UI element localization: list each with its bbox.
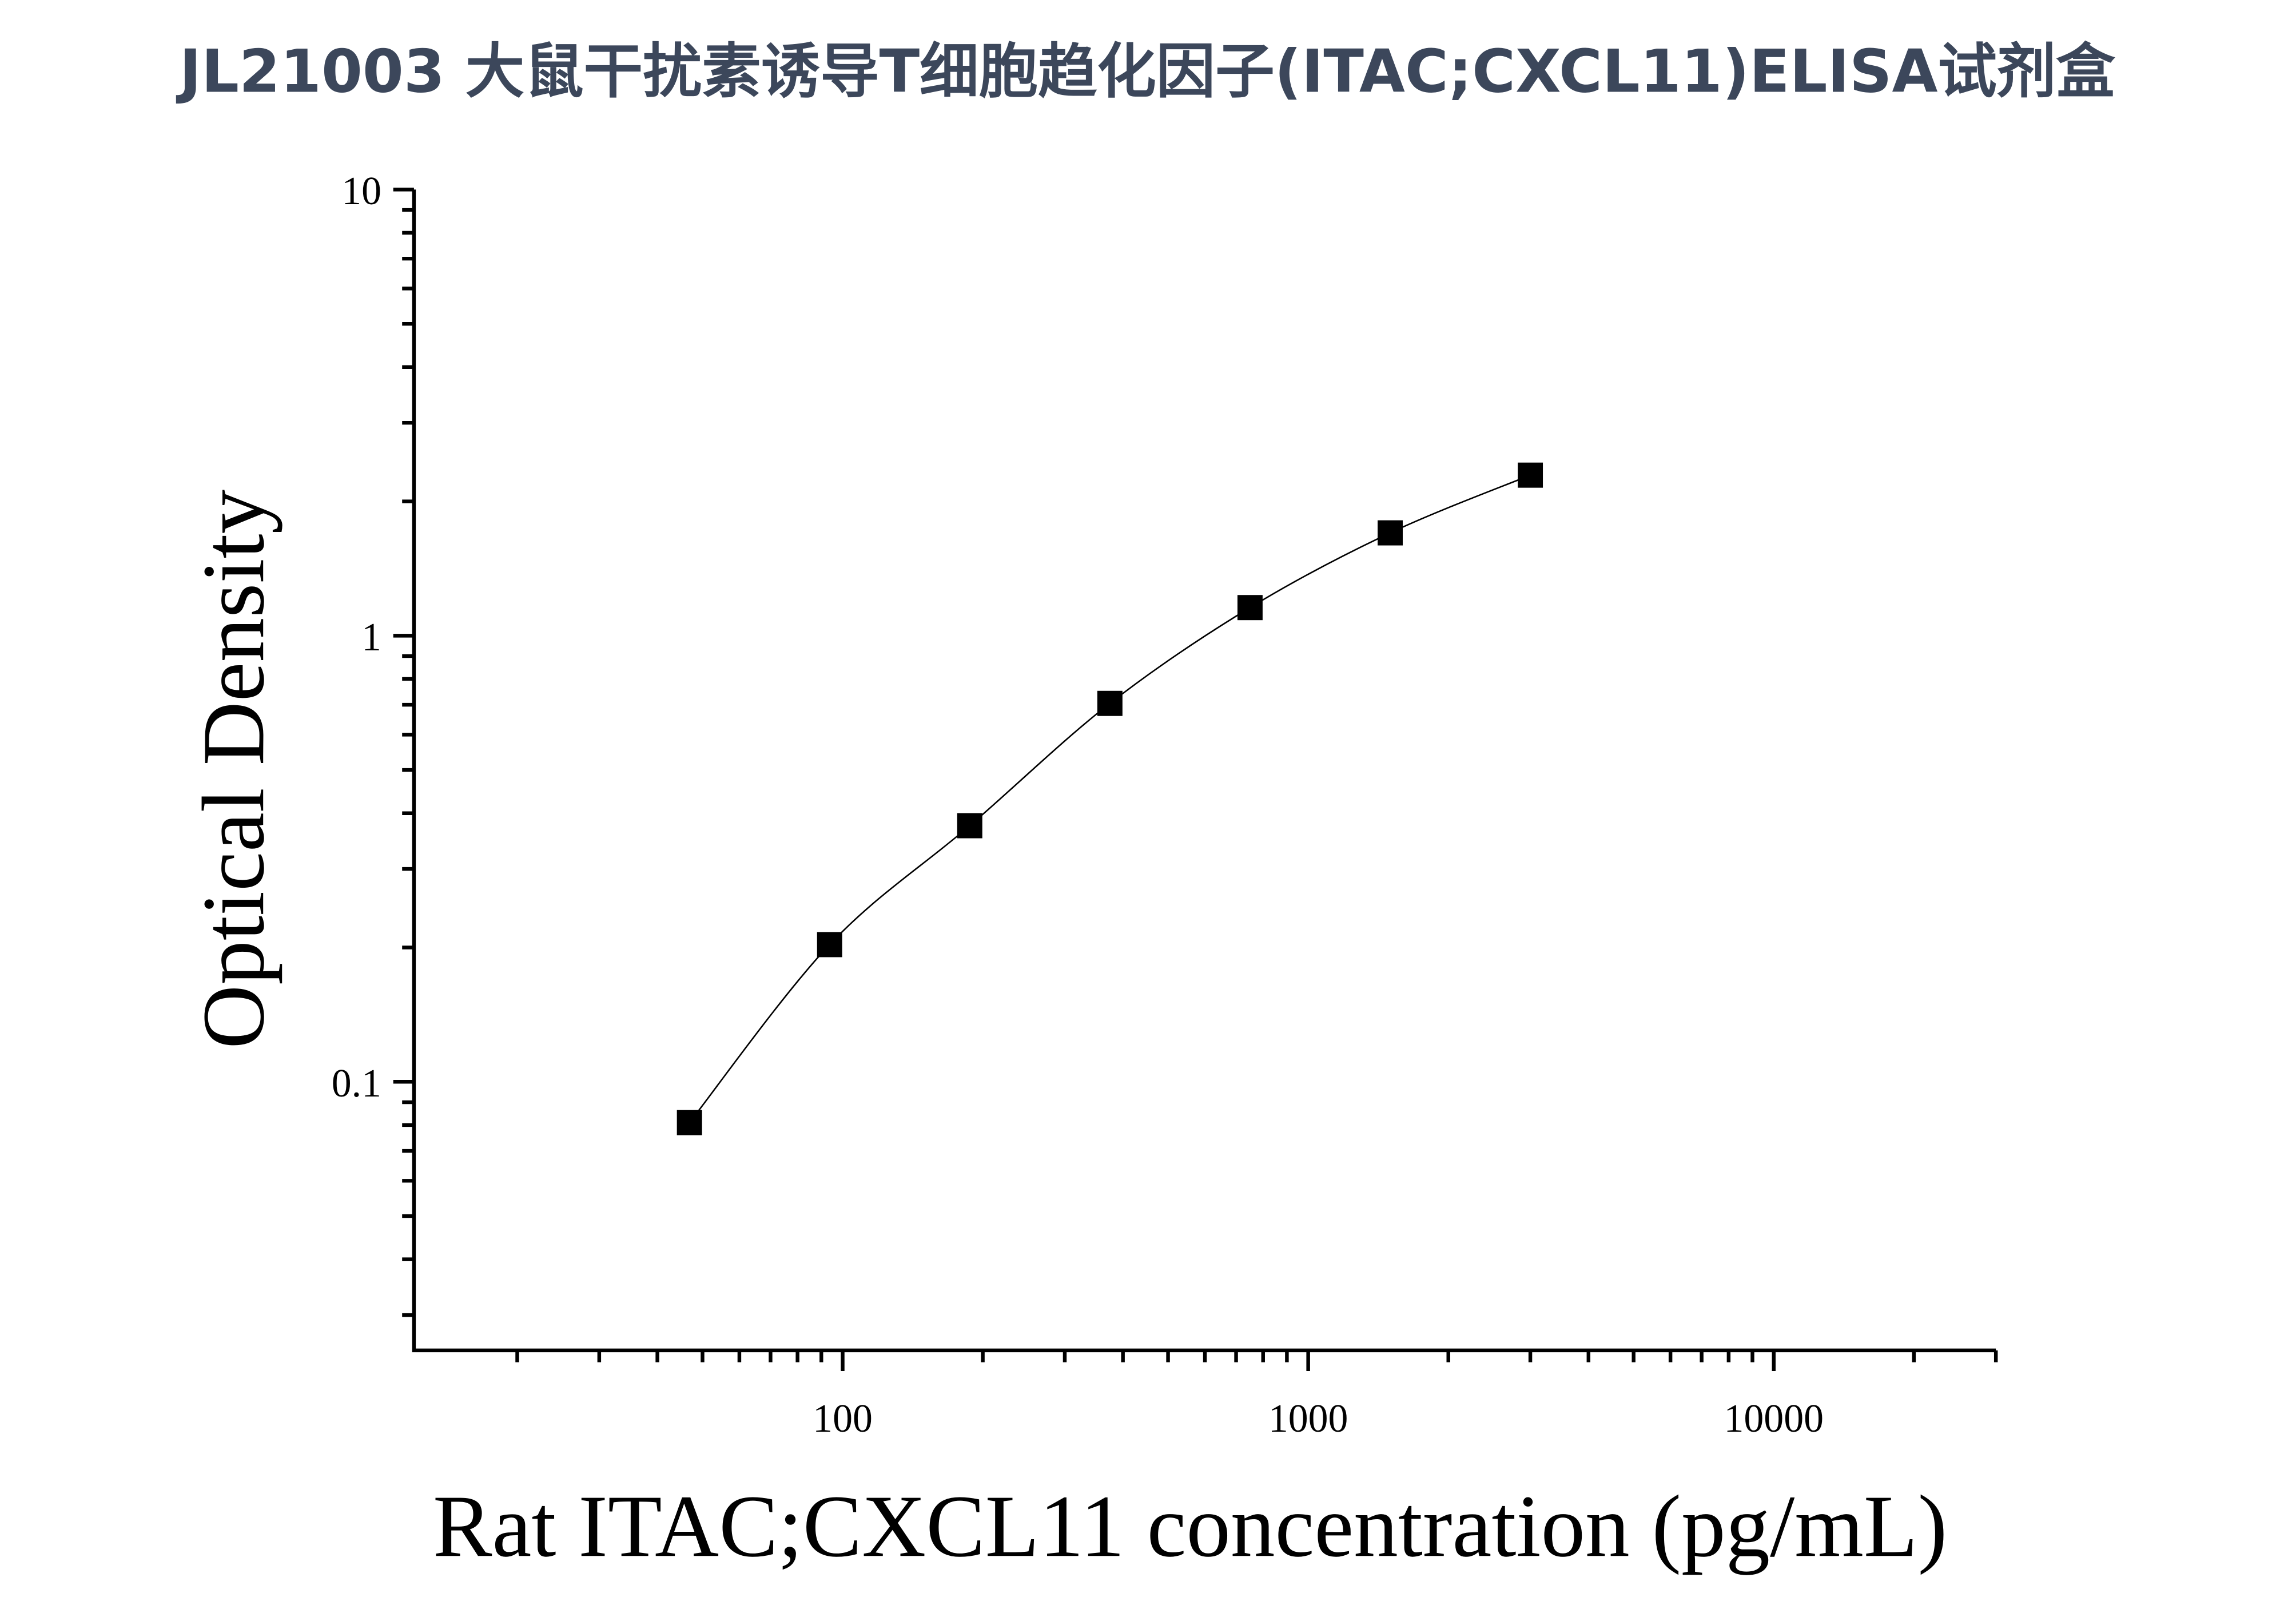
axes: [412, 189, 1996, 1353]
data-point: [1378, 520, 1403, 546]
x-tick-label: 10000: [1724, 1397, 1824, 1441]
y-tick-label: 0.1: [332, 1062, 381, 1106]
x-axis-label: Rat ITAC;CXCL11 concentration (pg/mL): [433, 1477, 1947, 1575]
x-tick-label: 1000: [1268, 1397, 1348, 1441]
data-point: [957, 813, 982, 839]
y-axis-label: Optical Density: [184, 490, 282, 1049]
x-tick-label: 100: [813, 1397, 873, 1441]
data-point: [817, 932, 842, 958]
data-point: [1237, 595, 1263, 621]
data-point: [1518, 462, 1543, 488]
data-point: [1097, 690, 1123, 716]
y-tick-label: 10: [341, 169, 381, 213]
data-point: [677, 1110, 702, 1135]
fit-curve: [689, 474, 1531, 1123]
y-tick-label: 1: [361, 615, 381, 660]
chart-title: JL21003 大鼠干扰素诱导T细胞趋化因子(ITAC;CXCL11)ELISA…: [176, 38, 2116, 106]
